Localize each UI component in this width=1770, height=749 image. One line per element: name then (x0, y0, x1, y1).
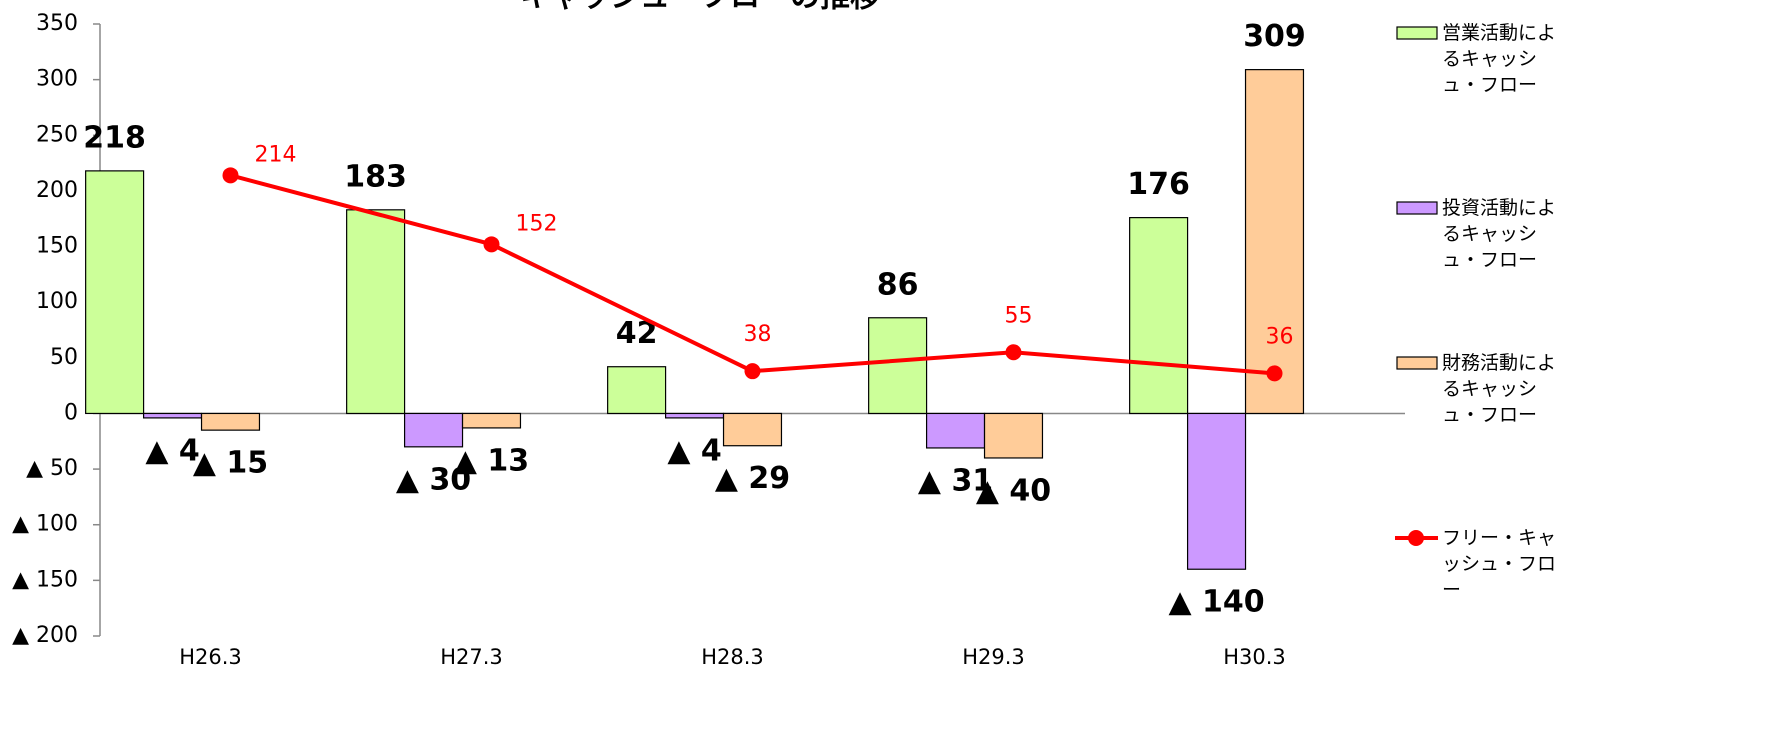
chart-title: キャッシュ・フローの推移 (520, 0, 880, 15)
y-tick-label: ▲ 50 (26, 456, 78, 481)
data-label: 183 (344, 159, 407, 194)
legend-swatch (1396, 356, 1438, 370)
y-tick-label: 100 (36, 289, 78, 314)
x-tick-label: H28.3 (701, 645, 764, 669)
data-label: 152 (516, 211, 558, 236)
bar (983, 412, 1044, 459)
legend-swatch (1396, 201, 1438, 215)
y-tick-label: 50 (50, 345, 78, 370)
data-label: 176 (1127, 167, 1190, 202)
y-tick-label: 300 (36, 67, 78, 92)
bar (346, 209, 406, 415)
data-label: 38 (744, 322, 772, 347)
x-tick-label: H26.3 (179, 645, 242, 669)
bar (1244, 69, 1305, 415)
bar (868, 317, 928, 415)
y-tick-label: 0 (64, 400, 78, 425)
bar (142, 412, 203, 419)
y-tick-label: 150 (36, 234, 78, 259)
bar (85, 170, 145, 415)
legend-label: フリー・キャッシュ・フロー (1442, 527, 1557, 601)
bar (200, 412, 261, 431)
data-label: ▲ 13 (454, 443, 529, 478)
data-label: 214 (255, 142, 297, 167)
bar (1186, 412, 1247, 570)
line-point (1266, 365, 1283, 382)
legend-swatch (1396, 26, 1438, 40)
x-tick-label: H27.3 (440, 645, 503, 669)
data-label: ▲ 15 (193, 446, 268, 481)
bar (722, 412, 783, 447)
legend-label: 投資活動によるキャッシュ・フロー (1442, 197, 1557, 271)
line-point (483, 236, 500, 253)
bar (607, 366, 667, 415)
y-tick-label: ▲ 150 (12, 567, 78, 592)
y-tick-label: 250 (36, 122, 78, 147)
y-tick-label: 350 (36, 11, 78, 36)
bar (461, 412, 522, 429)
bar (664, 412, 725, 419)
data-label: ▲ 29 (715, 461, 790, 496)
bar (403, 412, 464, 448)
data-label: ▲ 30 (396, 462, 471, 497)
data-label: ▲ 4 (145, 433, 199, 468)
data-label: ▲ 4 (667, 433, 721, 468)
data-label: 218 (83, 120, 146, 155)
data-label: 55 (1005, 303, 1033, 328)
data-label: ▲ 40 (976, 473, 1051, 508)
legend-swatch (1408, 530, 1424, 546)
y-tick-label: 200 (36, 178, 78, 203)
bar (1129, 217, 1189, 415)
line-point (744, 363, 761, 380)
legend-label: 財務活動によるキャッシュ・フロー (1442, 352, 1557, 426)
data-label: 86 (877, 267, 919, 302)
x-tick-label: H29.3 (962, 645, 1025, 669)
x-tick-label: H30.3 (1223, 645, 1286, 669)
y-tick-label: ▲ 100 (12, 512, 78, 537)
bar (925, 412, 986, 449)
line-point (222, 167, 239, 184)
data-label: 309 (1243, 19, 1306, 54)
data-label: ▲ 31 (918, 463, 993, 498)
legend-label: 営業活動によるキャッシュ・フロー (1442, 22, 1557, 96)
line-point (1005, 344, 1022, 361)
data-label: 36 (1266, 324, 1294, 349)
y-tick-label: ▲ 200 (12, 623, 78, 648)
data-label: ▲ 140 (1168, 585, 1264, 620)
